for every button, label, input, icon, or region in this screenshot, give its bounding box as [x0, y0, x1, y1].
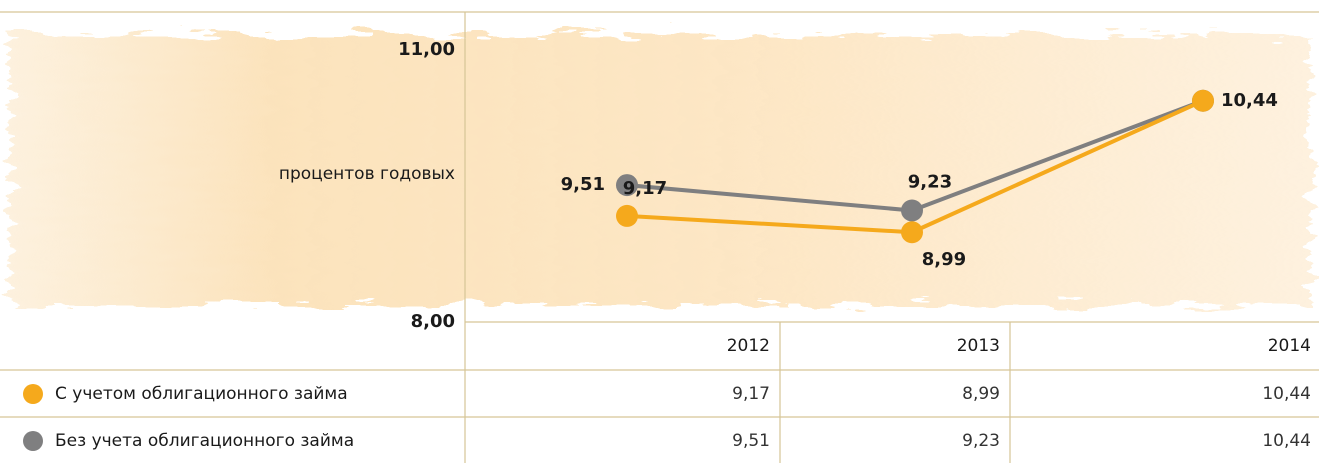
table-value: 10,44 [1262, 431, 1311, 451]
y-tick-label: 11,00 [398, 39, 455, 60]
column-header: 2014 [1268, 336, 1311, 356]
data-label: 8,99 [922, 249, 966, 270]
background-wash [10, 35, 1310, 305]
table-value: 9,17 [732, 384, 770, 404]
legend-marker [23, 431, 43, 451]
y-axis-label: процентов годовых [279, 164, 455, 184]
data-label: 9,17 [623, 178, 667, 199]
y-tick-label: 8,00 [411, 311, 455, 332]
data-label: 9,51 [561, 174, 605, 195]
data-label: 10,44 [1221, 90, 1278, 111]
legend-marker [23, 384, 43, 404]
legend-label: Без учета облигационного займа [55, 431, 354, 451]
column-header: 2012 [727, 336, 770, 356]
table-value: 9,23 [962, 431, 1000, 451]
point [616, 205, 638, 227]
table-value: 9,51 [732, 431, 770, 451]
point [1192, 90, 1214, 112]
legend-label: С учетом облигационного займа [55, 384, 348, 404]
point [901, 199, 923, 221]
data-label: 9,23 [908, 171, 952, 192]
point [901, 221, 923, 243]
column-header: 2013 [957, 336, 1000, 356]
table-value: 8,99 [962, 384, 1000, 404]
table-value: 10,44 [1262, 384, 1311, 404]
chart: процентов годовых 8,00 11,00 2012 2013 2014 9… [0, 0, 1319, 463]
